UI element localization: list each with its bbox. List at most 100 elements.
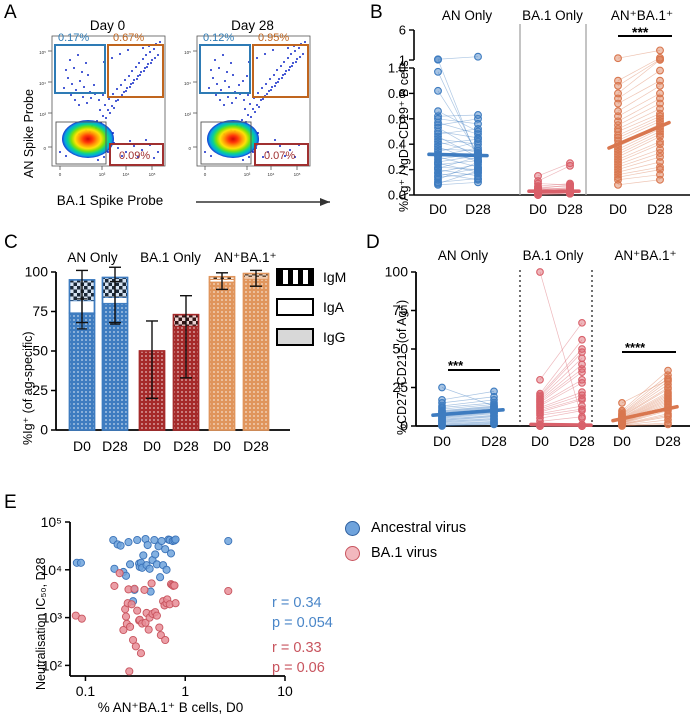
panel-b-chart: 1.0 0.8 0.6 0.4 0.2 0.0 6 1 D0 D28 D0 D28 D0 D28 — [388, 23, 690, 217]
svg-text:0.0: 0.0 — [388, 188, 406, 203]
svg-text:10⁴: 10⁴ — [184, 81, 191, 86]
panel-d-chart: 100 75 50 25 0 D0 D28 D0 D28 D0 D28 — [385, 264, 690, 449]
svg-text:25: 25 — [32, 382, 48, 398]
panel-a: A AN Spike Probe Day 0 Day 28 — [0, 0, 360, 230]
iga-swatch-icon — [276, 298, 314, 316]
panel-a-gate-1-0: 0.12% — [203, 32, 235, 44]
svg-text:1.0: 1.0 — [388, 61, 406, 76]
panel-d-group-1: BA.1 Only — [522, 248, 584, 263]
panel-a-gate-0-1: 0.67% — [113, 32, 145, 44]
svg-text:0: 0 — [204, 172, 207, 177]
panel-c-chart: 100 75 50 25 0 D0 D28 D0 D28 D0 D28 — [25, 264, 290, 454]
svg-text:D0: D0 — [433, 433, 451, 449]
svg-text:75: 75 — [392, 302, 408, 318]
svg-text:D28: D28 — [481, 433, 507, 449]
panel-c: C %Ig⁺ (of ag-specific) AN Only BA.1 Onl… — [0, 230, 360, 490]
panel-b-group-2: AN⁺BA.1⁺ — [610, 8, 674, 23]
svg-text:50: 50 — [392, 341, 408, 357]
svg-text:D0: D0 — [613, 433, 631, 449]
panel-d-group-2: AN⁺BA.1⁺ — [614, 248, 677, 263]
panel-b-sig: *** — [632, 24, 649, 40]
svg-text:10³: 10³ — [244, 172, 251, 177]
svg-text:0.6: 0.6 — [388, 111, 406, 126]
panel-d-group-0: AN Only — [437, 248, 489, 263]
panel-b-label: B — [370, 2, 383, 23]
svg-text:10⁵: 10⁵ — [41, 514, 62, 530]
igg-swatch-icon — [276, 328, 314, 346]
panel-b: B %Ag⁺ / IgD⁻ CD19⁺ B cells AN Only BA.1… — [360, 0, 700, 230]
stat-p-ancestral: p = 0.054 — [272, 614, 333, 631]
svg-text:10³: 10³ — [39, 112, 46, 117]
panel-c-group-2: AN⁺BA.1⁺ — [214, 250, 277, 265]
panel-c-group-0: AN Only — [67, 250, 118, 265]
svg-text:0.1: 0.1 — [76, 683, 96, 699]
svg-text:100: 100 — [385, 264, 409, 280]
panel-a-label: A — [4, 2, 17, 23]
panel-a-gate-1-2: 0.07% — [264, 150, 296, 162]
svg-text:0: 0 — [188, 146, 191, 151]
panel-e-stats: r = 0.34 p = 0.054 r = 0.33 p = 0.06 — [272, 594, 333, 678]
svg-text:75: 75 — [32, 303, 48, 319]
svg-text:10³: 10³ — [42, 610, 63, 626]
svg-text:D28: D28 — [647, 201, 673, 217]
svg-text:0.4: 0.4 — [388, 137, 406, 152]
svg-text:10⁴: 10⁴ — [40, 562, 62, 578]
panel-a-plot1-title: Day 0 — [89, 18, 126, 33]
stat-p-ba1: p = 0.06 — [272, 659, 325, 676]
panel-e-x-title: % AN⁺BA.1⁺ B cells, D0 — [97, 700, 244, 715]
svg-text:D28: D28 — [557, 201, 583, 217]
legend-label-iga: IgA — [323, 299, 345, 315]
panel-d-sig-0: *** — [448, 358, 464, 373]
svg-text:D28: D28 — [243, 438, 269, 454]
ba1-virus-dot-icon — [345, 545, 360, 561]
stat-r-ba1: r = 0.33 — [272, 640, 322, 657]
panel-a-x-title: BA.1 Spike Probe — [56, 193, 164, 208]
svg-text:0: 0 — [40, 422, 48, 438]
svg-text:50: 50 — [32, 343, 48, 359]
svg-text:D0: D0 — [213, 438, 231, 454]
legend-label-ba1: BA.1 virus — [371, 545, 438, 561]
svg-text:D0: D0 — [609, 201, 627, 217]
svg-text:0.8: 0.8 — [388, 86, 406, 101]
panel-e-legend: Ancestral virus BA.1 virus — [345, 520, 466, 561]
svg-text:D0: D0 — [73, 438, 91, 454]
panel-b-group-1: BA.1 Only — [522, 8, 583, 23]
svg-text:6: 6 — [399, 23, 406, 38]
svg-text:10⁵: 10⁵ — [149, 172, 156, 177]
svg-text:10⁵: 10⁵ — [39, 50, 46, 55]
panel-a-gate-1-1: 0.95% — [258, 32, 290, 44]
panel-c-legend: IgM IgA IgG — [276, 268, 346, 346]
svg-text:10⁴: 10⁴ — [123, 172, 130, 177]
panel-a-gate-0-0: 0.17% — [58, 32, 90, 44]
svg-text:D0: D0 — [529, 201, 547, 217]
panel-a-gate-0-2: 0.09% — [119, 150, 151, 162]
panel-a-plot2-title: Day 28 — [231, 18, 274, 33]
svg-text:D0: D0 — [531, 433, 549, 449]
svg-text:D28: D28 — [569, 433, 595, 449]
svg-text:D0: D0 — [429, 201, 447, 217]
svg-text:10²: 10² — [42, 657, 63, 673]
svg-text:10⁴: 10⁴ — [39, 81, 46, 86]
panel-d-label: D — [366, 232, 380, 253]
panel-d: D %CD27⁺CD21⁻ (of Ag⁺) AN Only BA.1 Only… — [360, 230, 700, 490]
svg-text:D28: D28 — [102, 438, 128, 454]
panel-a-flow-plots: 10⁵ 10⁴ 10³ 0 0 10³ 10⁴ 10⁵ — [39, 35, 330, 206]
svg-text:D28: D28 — [173, 438, 199, 454]
svg-text:100: 100 — [25, 264, 49, 280]
svg-text:D28: D28 — [655, 433, 681, 449]
svg-text:D0: D0 — [143, 438, 161, 454]
svg-text:10³: 10³ — [184, 112, 191, 117]
stat-r-ancestral: r = 0.34 — [272, 595, 322, 611]
svg-text:1: 1 — [399, 53, 406, 68]
legend-label-igg: IgG — [323, 329, 346, 345]
svg-text:1: 1 — [181, 683, 189, 699]
panel-b-group-0: AN Only — [441, 8, 493, 23]
svg-text:10⁵: 10⁵ — [184, 50, 191, 55]
svg-text:0: 0 — [59, 172, 62, 177]
panel-d-sig-1: **** — [625, 340, 646, 355]
svg-text:10: 10 — [277, 683, 293, 699]
svg-text:25: 25 — [392, 379, 408, 395]
legend-label-ancestral: Ancestral virus — [371, 520, 467, 536]
panel-e-chart: 10⁵ 10⁴ 10³ 10² 0.1 1 10 — [40, 514, 293, 699]
svg-text:0.2: 0.2 — [388, 162, 406, 177]
